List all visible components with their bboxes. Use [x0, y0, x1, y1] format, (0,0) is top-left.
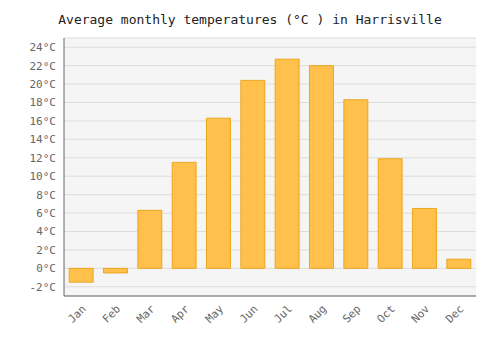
svg-text:Jun: Jun	[237, 302, 260, 325]
svg-text:Feb: Feb	[100, 302, 123, 325]
svg-text:Jan: Jan	[66, 302, 89, 325]
svg-text:Mar: Mar	[134, 302, 158, 326]
svg-text:24°C: 24°C	[30, 41, 57, 54]
svg-text:Dec: Dec	[443, 302, 466, 325]
svg-text:-2°C: -2°C	[30, 281, 57, 294]
svg-text:8°C: 8°C	[36, 189, 56, 202]
svg-text:10°C: 10°C	[30, 170, 57, 183]
svg-text:Oct: Oct	[375, 302, 398, 325]
svg-text:Sep: Sep	[340, 302, 363, 325]
svg-text:22°C: 22°C	[30, 60, 57, 73]
svg-text:May: May	[203, 302, 227, 326]
svg-text:18°C: 18°C	[30, 96, 57, 109]
svg-text:Nov: Nov	[409, 302, 433, 326]
svg-text:4°C: 4°C	[36, 225, 56, 238]
svg-text:Aug: Aug	[306, 302, 329, 325]
html-text:Average monthly temperatures (: Average monthly temperatures (°C ) in Ha…	[58, 12, 442, 27]
svg-text:2°C: 2°C	[36, 244, 56, 257]
svg-text:14°C: 14°C	[30, 133, 57, 146]
svg-text:0°C: 0°C	[36, 262, 56, 275]
svg-text:16°C: 16°C	[30, 115, 57, 128]
svg-text:20°C: 20°C	[30, 78, 57, 91]
svg-text:Jul: Jul	[272, 302, 295, 325]
svg-text:12°C: 12°C	[30, 152, 57, 165]
svg-text:6°C: 6°C	[36, 207, 56, 220]
svg-text:Apr: Apr	[169, 302, 193, 326]
